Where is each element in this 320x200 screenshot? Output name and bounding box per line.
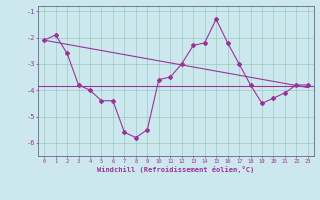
X-axis label: Windchill (Refroidissement éolien,°C): Windchill (Refroidissement éolien,°C): [97, 166, 255, 173]
